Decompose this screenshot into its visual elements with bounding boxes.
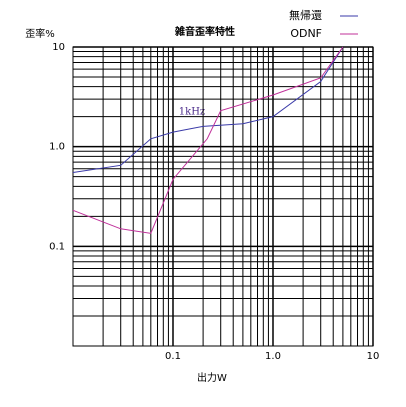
y-axis-label: 歪率% <box>25 27 55 40</box>
series-line <box>72 46 344 234</box>
plot-area <box>72 46 374 347</box>
y-tick-label: 10 <box>52 42 65 53</box>
x-tick-label: 0.1 <box>165 351 181 362</box>
legend-label: ODNF <box>290 27 322 40</box>
annotation: 1kHz <box>179 107 205 118</box>
chart-title: 雑音歪率特性 <box>174 25 235 38</box>
y-tick-label: 1.0 <box>49 142 65 153</box>
series-line <box>72 46 344 174</box>
x-tick-label: 1.0 <box>265 351 281 362</box>
x-axis-label: 出力W <box>197 371 227 384</box>
y-tick-label: 0.1 <box>49 241 65 252</box>
legend-label: 無帰還 <box>289 8 322 22</box>
x-tick-label: 10 <box>367 351 380 362</box>
